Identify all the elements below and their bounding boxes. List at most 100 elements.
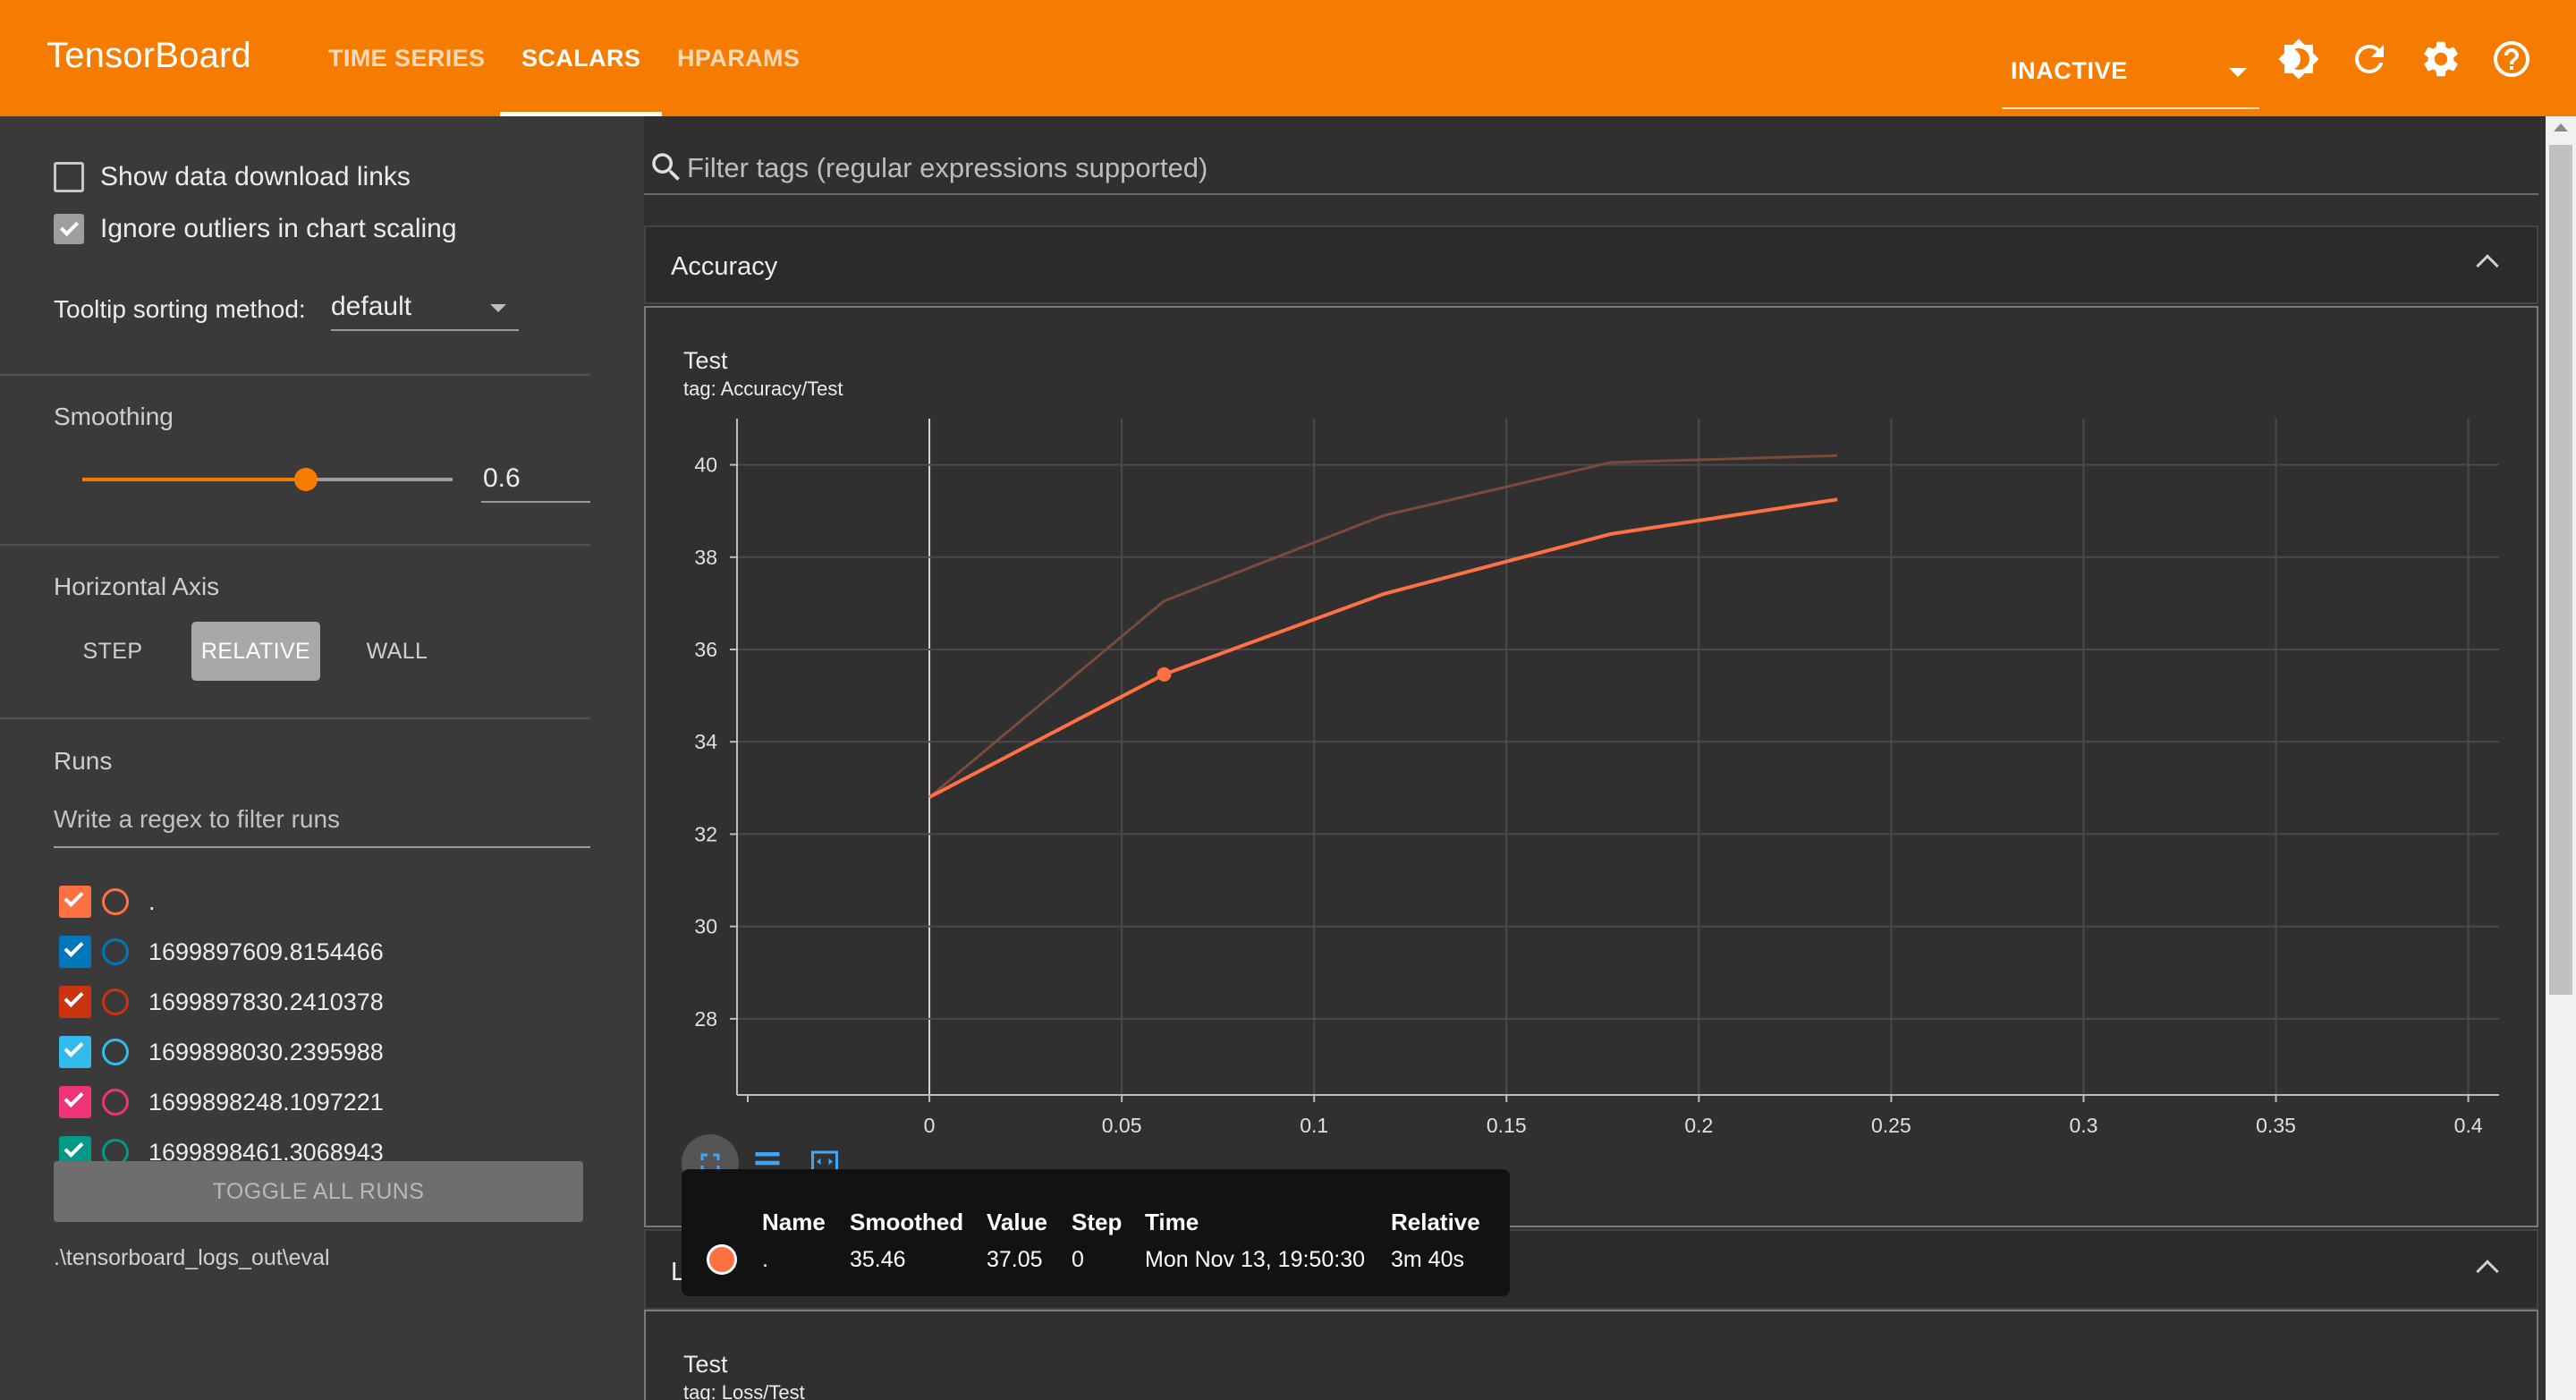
sidebar-divider bbox=[0, 544, 590, 546]
scrollbar-thumb[interactable] bbox=[2549, 145, 2572, 995]
settings-icon[interactable] bbox=[2419, 38, 2462, 81]
axis-step-button[interactable]: STEP bbox=[82, 639, 143, 664]
refresh-icon[interactable] bbox=[2348, 38, 2391, 81]
tooltip-header-time: Time bbox=[1145, 1209, 1199, 1235]
run-checkbox[interactable] bbox=[59, 986, 91, 1018]
check-icon bbox=[64, 938, 84, 957]
hover-point bbox=[1157, 666, 1172, 682]
chart-tooltip: Name Smoothed Value Step Time Relative .… bbox=[682, 1169, 1510, 1296]
tooltip-header-smoothed: Smoothed bbox=[850, 1209, 964, 1235]
tooltip-cell-relative: 3m 40s bbox=[1391, 1247, 1464, 1272]
theme-icon[interactable] bbox=[2277, 38, 2320, 81]
run-row[interactable]: . bbox=[59, 884, 156, 920]
smoothing-slider-thumb[interactable] bbox=[294, 468, 318, 491]
tooltip-header-value: Value bbox=[987, 1209, 1047, 1235]
run-checkbox[interactable] bbox=[59, 1036, 91, 1068]
y-tick-label: 36 bbox=[694, 638, 717, 661]
run-name: 1699898461.3068943 bbox=[148, 1138, 384, 1166]
checkbox-box[interactable] bbox=[54, 162, 84, 192]
run-status-select[interactable]: INACTIVE bbox=[2002, 23, 2259, 109]
run-color-icon[interactable] bbox=[102, 988, 129, 1015]
ignore-outliers-checkbox[interactable]: Ignore outliers in chart scaling bbox=[54, 211, 457, 247]
axis-wall-button[interactable]: WALL bbox=[366, 639, 428, 664]
app-brand[interactable]: TensorBoard bbox=[47, 36, 251, 75]
run-row[interactable]: 1699898030.2395988 bbox=[59, 1034, 384, 1070]
check-icon bbox=[64, 1138, 84, 1158]
axis-relative-button[interactable]: RELATIVE bbox=[191, 622, 320, 681]
run-row[interactable]: 1699898248.1097221 bbox=[59, 1084, 384, 1120]
run-name: . bbox=[148, 887, 156, 915]
tooltip-header-relative: Relative bbox=[1391, 1209, 1480, 1235]
run-color-icon[interactable] bbox=[102, 938, 129, 965]
chart-title: Test bbox=[683, 1351, 728, 1378]
run-checkbox[interactable] bbox=[59, 1086, 91, 1118]
help-icon[interactable] bbox=[2490, 38, 2533, 81]
run-name: 1699897830.2410378 bbox=[148, 988, 384, 1015]
chart-tag: tag: Loss/Test bbox=[683, 1381, 805, 1400]
chevron-up-icon[interactable] bbox=[2476, 1260, 2499, 1283]
chevron-down-icon bbox=[490, 304, 506, 312]
runs-heading: Runs bbox=[54, 747, 113, 775]
y-tick-label: 28 bbox=[694, 1007, 717, 1031]
toggle-all-runs-button[interactable]: TOGGLE ALL RUNS bbox=[54, 1161, 583, 1222]
run-name: 1699898248.1097221 bbox=[148, 1088, 384, 1116]
chevron-down-icon bbox=[2229, 68, 2247, 77]
tab-scalars[interactable]: SCALARS bbox=[499, 0, 663, 116]
run-checkbox[interactable] bbox=[59, 886, 91, 918]
sidebar-divider bbox=[0, 717, 590, 719]
ignore-outliers-label: Ignore outliers in chart scaling bbox=[100, 214, 457, 243]
menu-lines-icon bbox=[755, 1152, 780, 1174]
tab-time-series[interactable]: TIME SERIES bbox=[328, 45, 486, 72]
smoothing-input[interactable]: 0.6 bbox=[481, 454, 590, 503]
chart-title: Test bbox=[683, 347, 728, 374]
x-tick-label: 0 bbox=[924, 1114, 936, 1137]
x-tick-label: 0.35 bbox=[2256, 1114, 2296, 1137]
run-name: 1699898030.2395988 bbox=[148, 1038, 384, 1065]
y-tick-label: 40 bbox=[694, 454, 717, 477]
smoothed-series-line bbox=[928, 497, 1838, 799]
x-tick-label: 0.1 bbox=[1300, 1114, 1328, 1137]
x-tick-label: 0.15 bbox=[1487, 1114, 1527, 1137]
run-color-icon[interactable] bbox=[102, 1039, 129, 1065]
show-download-links-checkbox[interactable]: Show data download links bbox=[54, 159, 411, 195]
accuracy-card-title: Accuracy bbox=[671, 252, 778, 281]
tooltip-sort-select[interactable]: default bbox=[331, 277, 519, 331]
accuracy-chart-card: Test tag: Accuracy/Test 0 0.05 0.1 0.15 0.2 0… bbox=[644, 306, 2538, 1227]
check-icon bbox=[64, 887, 84, 907]
chevron-up-icon[interactable] bbox=[2476, 254, 2499, 277]
run-color-icon[interactable] bbox=[102, 888, 129, 915]
runs-filter-placeholder: Write a regex to filter runs bbox=[54, 805, 341, 833]
run-color-icon[interactable] bbox=[102, 1089, 129, 1116]
tag-filter-placeholder: Filter tags (regular expressions support… bbox=[687, 152, 1208, 183]
x-tick-label: 0.4 bbox=[2454, 1114, 2483, 1137]
run-row[interactable]: 1699897609.8154466 bbox=[59, 934, 384, 970]
run-row[interactable]: 1699897830.2410378 bbox=[59, 984, 384, 1020]
accuracy-line-chart[interactable]: 0 0.05 0.1 0.15 0.2 0.25 0.3 0.35 0.4 28 30 32 34 36 3… bbox=[646, 308, 2537, 1226]
y-tick-label: 38 bbox=[694, 546, 717, 569]
checkbox-box-checked[interactable] bbox=[54, 214, 84, 244]
y-tick-label: 30 bbox=[694, 915, 717, 938]
toggle-y-log-button[interactable] bbox=[739, 1134, 796, 1192]
check-icon bbox=[59, 216, 80, 237]
show-download-links-label: Show data download links bbox=[100, 162, 411, 191]
log-directory-path: .\tensorboard_logs_out\eval bbox=[54, 1245, 330, 1270]
settings-sidebar: Show data download links Ignore outliers… bbox=[0, 116, 644, 1400]
runs-filter-input[interactable]: Write a regex to filter runs bbox=[54, 794, 590, 848]
smoothing-value: 0.6 bbox=[483, 463, 521, 493]
loss-chart-card: Test tag: Loss/Test bbox=[644, 1310, 2538, 1400]
run-status-label: INACTIVE bbox=[2011, 57, 2128, 84]
x-tick-label: 0.3 bbox=[2069, 1114, 2097, 1137]
sidebar-divider bbox=[0, 374, 590, 376]
accuracy-card-header[interactable]: Accuracy bbox=[644, 225, 2538, 304]
smoothing-heading: Smoothing bbox=[54, 403, 174, 430]
tooltip-cell-smoothed: 35.46 bbox=[850, 1247, 906, 1272]
tab-hparams[interactable]: HPARAMS bbox=[677, 45, 801, 72]
run-checkbox[interactable] bbox=[59, 936, 91, 968]
x-tick-label: 0.05 bbox=[1102, 1114, 1142, 1137]
tag-filter-input[interactable]: Filter tags (regular expressions support… bbox=[644, 143, 2538, 195]
raw-series-line bbox=[928, 454, 1838, 799]
tooltip-cell-step: 0 bbox=[1072, 1247, 1084, 1272]
run-color-icon bbox=[707, 1244, 737, 1275]
app-header: TensorBoard TIME SERIES SCALARS HPARAMS … bbox=[0, 0, 2576, 116]
scroll-up-icon[interactable] bbox=[2554, 123, 2568, 132]
